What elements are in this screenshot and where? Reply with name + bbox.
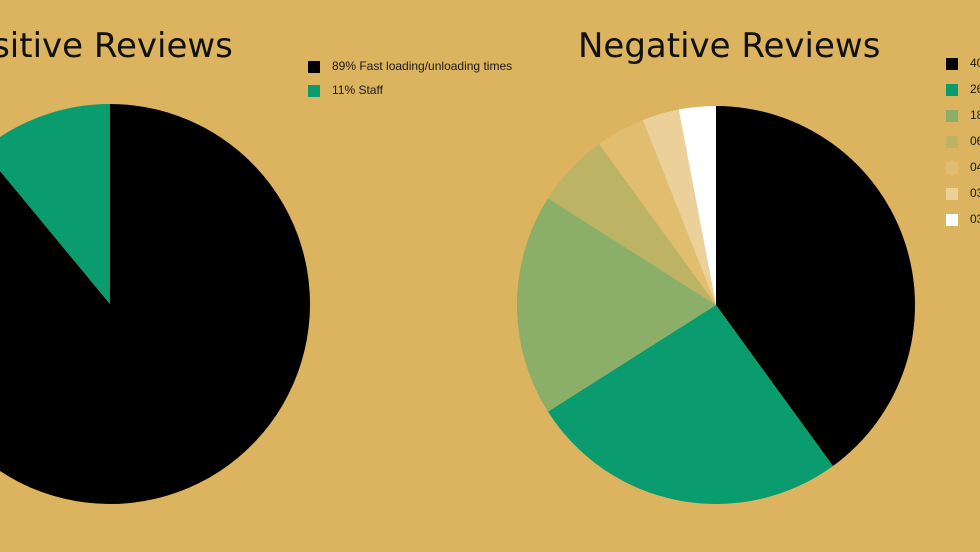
legend-swatch [946, 136, 958, 148]
pie-slice-3 [547, 144, 716, 305]
legend-swatch [946, 162, 958, 174]
legend-label: 03 [970, 212, 980, 226]
legend-swatch [308, 85, 320, 97]
legend-swatch [308, 61, 320, 73]
pie-slice-6 [678, 106, 716, 305]
legend-label: 40 [970, 56, 980, 70]
positive-reviews-title: Positive Reviews [0, 26, 233, 66]
legend-label: 18 [970, 108, 980, 122]
pie-slice-1 [547, 305, 833, 504]
pie-slice-0 [0, 104, 310, 504]
pie-slice-4 [599, 119, 716, 305]
legend-label: 03 [970, 186, 980, 200]
legend-swatch [946, 110, 958, 122]
legend-swatch [946, 188, 958, 200]
legend-label: 89% Fast loading/unloading times [332, 59, 513, 73]
legend-swatch [946, 58, 958, 70]
negative-reviews-title: Negative Reviews [578, 26, 881, 66]
legend-swatch [946, 84, 958, 96]
pie-slice-2 [517, 198, 716, 412]
legend-swatch [946, 214, 958, 226]
pie-slice-5 [642, 109, 716, 305]
pie-slice-1 [0, 104, 110, 304]
legend-label: 06 [970, 134, 980, 148]
pie-slice-0 [716, 106, 915, 466]
legend-label: 11% Staff [332, 83, 383, 97]
legend-label: 04 [970, 160, 980, 174]
legend-label: 26 [970, 82, 980, 96]
